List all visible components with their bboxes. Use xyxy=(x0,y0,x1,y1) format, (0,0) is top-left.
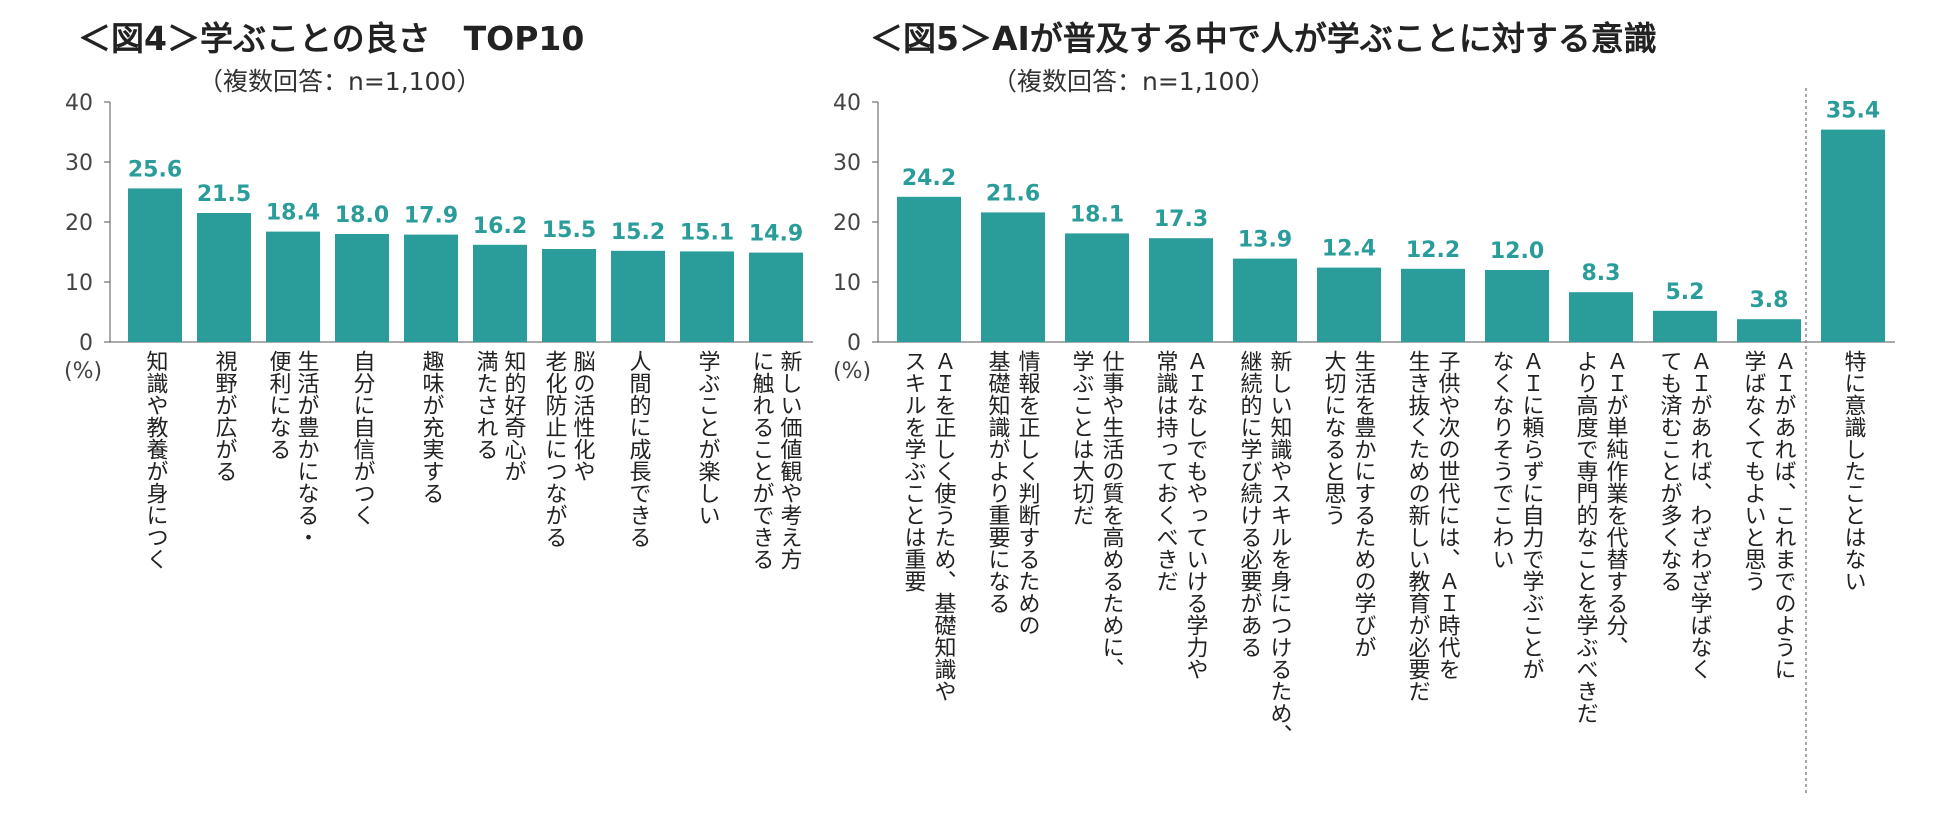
chart5-category-label: 新しい知識やスキルを身につけるため、 xyxy=(1267,350,1293,746)
chart5-category-label: 基礎知識がより重要になる xyxy=(985,350,1011,614)
chart4-category-label: 学ぶことが楽しい xyxy=(695,350,721,526)
chart4-category-label: 知的好奇心が xyxy=(501,350,527,482)
chart4-category-label: 脳の活性化や xyxy=(570,350,596,482)
chart5-title: ＜図5＞AIが普及する中で人が学ぶことに対する意識 xyxy=(870,19,1657,58)
chart5-bar xyxy=(981,212,1045,342)
chart4-value-label: 18.0 xyxy=(335,203,389,228)
chart5-y-tick-label: 0 xyxy=(847,331,861,356)
chart5-subtitle: （複数回答：n=1,100） xyxy=(992,67,1276,96)
chart4-value-label: 15.2 xyxy=(611,220,665,245)
chart5-category-label: 生き抜くための新しい教育が必要だ xyxy=(1405,350,1431,702)
chart5-value-label: 24.2 xyxy=(902,166,956,191)
chart5-y-tick-label: 10 xyxy=(833,271,861,296)
chart4-category-label: 満たされる xyxy=(473,350,499,460)
chart4-category-label: 便利になる xyxy=(266,350,292,460)
chart5-value-label: 12.0 xyxy=(1490,239,1544,264)
chart4-ylabel: (%) xyxy=(64,359,102,384)
chart5-bar xyxy=(1737,319,1801,342)
chart5-value-label: 17.3 xyxy=(1154,207,1208,232)
chart4-category-label: 新しい価値観や考え方 xyxy=(777,350,803,570)
chart5-category-label: 仕事や生活の質を高めるために、 xyxy=(1099,350,1125,680)
chart4-value-label: 21.5 xyxy=(197,182,251,207)
chart5-bar xyxy=(1149,238,1213,342)
chart4-category-label: 老化防止につながる xyxy=(542,350,568,548)
chart5-value-label: 8.3 xyxy=(1582,261,1621,286)
chart4-y-tick-label: 40 xyxy=(65,91,93,116)
chart5-category-label: 継続的に学び続ける必要がある xyxy=(1237,350,1263,658)
chart5-bar xyxy=(1485,270,1549,342)
chart5-bar xyxy=(1821,129,1885,342)
chart4-bar xyxy=(266,231,320,342)
chart4-bar xyxy=(197,213,251,342)
chart4-category-label: 生活が豊かになる・ xyxy=(294,350,320,548)
chart5-bar xyxy=(1653,310,1717,342)
chart4-bar xyxy=(680,251,734,342)
chart5-category-label: ＡＩに頼らずに自力で学ぶことが xyxy=(1519,350,1545,680)
chart5-category-label: ても済むことが多くなる xyxy=(1657,350,1683,592)
chart5-bar xyxy=(1233,258,1297,342)
chart5-value-label: 12.2 xyxy=(1406,238,1460,263)
chart5-value-label: 21.6 xyxy=(986,181,1040,206)
chart5-category-label: ＡＩを正しく使うため、基礎知識や xyxy=(931,350,957,702)
chart5-category-label: なくなりそうでこわい xyxy=(1489,350,1514,570)
chart5-category-label: より高度で専門的なことを学ぶべきだ xyxy=(1573,350,1599,724)
chart5-category-label: 特に意識したことはない xyxy=(1841,350,1867,592)
chart4-category-label: に触れることができる xyxy=(749,350,775,570)
chart5-bar xyxy=(1401,268,1465,342)
chart4-bar xyxy=(335,234,389,342)
chart5-bar xyxy=(897,196,961,342)
chart4-value-label: 15.1 xyxy=(680,220,734,245)
chart4-bar xyxy=(473,244,527,342)
chart4-category-label: 趣味が充実する xyxy=(419,350,445,504)
chart5-y-tick-label: 40 xyxy=(833,91,861,116)
chart5-bar xyxy=(1065,233,1129,342)
chart4-category-label: 自分に自信がつく xyxy=(350,350,376,526)
chart5-category-label: 子供や次の世代には、ＡＩ時代を xyxy=(1435,350,1461,680)
chart5-bar xyxy=(1569,292,1633,342)
chart4-bar xyxy=(611,250,665,342)
chart4-y-tick-label: 20 xyxy=(65,211,93,236)
chart5-ylabel: (%) xyxy=(833,359,871,384)
chart5-category-label: 情報を正しく判断するための xyxy=(1015,350,1041,636)
chart5-category-label: 生活を豊かにするための学びが xyxy=(1351,350,1377,658)
chart5-category-label: ＡＩなしでもやっていける学力や xyxy=(1183,350,1208,680)
chart4-value-label: 25.6 xyxy=(128,157,182,182)
chart4-value-label: 18.4 xyxy=(266,201,320,226)
chart5-value-label: 3.8 xyxy=(1750,288,1789,313)
chart5-category-label: 学ぶことは大切だ xyxy=(1069,350,1095,526)
chart5-value-label: 18.1 xyxy=(1070,202,1124,227)
chart4-subtitle: （複数回答：n=1,100） xyxy=(198,67,482,96)
chart4-category-label: 視野が広がる xyxy=(212,350,238,482)
chart5-y-tick-label: 30 xyxy=(833,151,861,176)
chart5-category-label: ＡＩがあれば、これまでのように xyxy=(1771,350,1796,680)
chart4-value-label: 17.9 xyxy=(404,204,458,229)
chart4-bar xyxy=(404,234,458,342)
chart5-value-label: 12.4 xyxy=(1322,237,1376,262)
chart4-bar xyxy=(542,249,596,342)
chart5-category-label: 常識は持っておくべきだ xyxy=(1153,350,1179,592)
chart5-category-label: スキルを学ぶことは重要 xyxy=(901,350,927,592)
chart5-bar xyxy=(1317,267,1381,342)
chart5-category-label: ＡＩが単純作業を代替する分、 xyxy=(1603,350,1629,658)
chart4-value-label: 16.2 xyxy=(473,214,527,239)
chart4-value-label: 15.5 xyxy=(542,218,596,243)
chart4-y-tick-label: 0 xyxy=(79,331,93,356)
chart4-y-tick-label: 30 xyxy=(65,151,93,176)
chart4-title: ＜図4＞学ぶことの良さ TOP10 xyxy=(78,19,585,58)
chart4-category-label: 人間的に成長できる xyxy=(626,350,652,548)
chart5-category-label: 大切になると思う xyxy=(1321,350,1347,526)
chart5-category-label: 学ばなくてもよいと思う xyxy=(1741,350,1766,592)
chart4-value-label: 14.9 xyxy=(749,222,803,247)
chart5-category-label: ＡＩがあれば、わざわざ学ばなく xyxy=(1687,350,1712,680)
chart4-y-tick-label: 10 xyxy=(65,271,93,296)
chart5-value-label: 13.9 xyxy=(1238,228,1292,253)
chart5-y-tick-label: 20 xyxy=(833,211,861,236)
chart5-value-label: 35.4 xyxy=(1826,99,1880,124)
chart4-bar xyxy=(128,188,182,342)
chart4-bar xyxy=(749,252,803,342)
chart4-category-label: 知識や教養が身につく xyxy=(143,350,169,570)
chart5-value-label: 5.2 xyxy=(1666,280,1705,305)
